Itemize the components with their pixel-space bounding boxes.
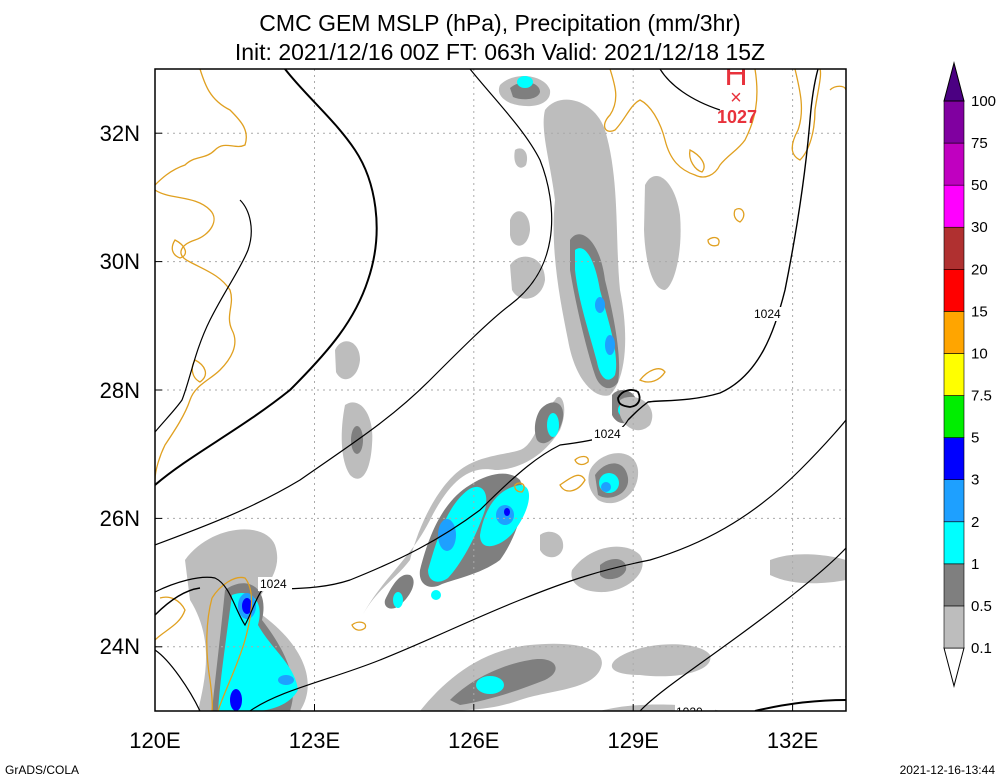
high-symbol: H <box>724 56 747 92</box>
y-tick-label: 32N <box>100 121 140 146</box>
colorbar-segment <box>943 142 965 186</box>
high-center-marker: × <box>730 87 742 109</box>
colorbar-label: 3 <box>971 472 979 489</box>
x-tick-label: 126E <box>448 728 499 753</box>
colorbar-label: 15 <box>971 303 988 320</box>
colorbar-label: 0.5 <box>971 598 992 615</box>
colorbar-segment <box>943 226 965 270</box>
pressure-labels: 1024 1024 1024 1020 <box>258 307 786 719</box>
colorbar-label: 75 <box>971 135 988 152</box>
colorbar-label: 1 <box>971 556 979 573</box>
colorbar-segment <box>943 61 965 102</box>
high-value: 1027 <box>717 107 757 127</box>
coastlines <box>155 69 846 711</box>
colorbar-segment <box>943 184 965 228</box>
x-tick-label: 129E <box>608 728 659 753</box>
colorbar-segment <box>943 437 965 480</box>
footer-left: GrADS/COLA <box>5 763 79 777</box>
y-axis-labels: 24N 26N 28N 30N 32N <box>100 121 140 659</box>
colorbar-segment <box>943 353 965 396</box>
colorbar-segment <box>943 100 965 144</box>
high-pressure-center: H × 1027 <box>717 56 757 127</box>
colorbar-segment <box>943 311 965 354</box>
colorbar-segment <box>943 605 965 649</box>
map-area: 1024 1024 1024 1020 H × 1027 <box>155 56 846 719</box>
y-tick-label: 26N <box>100 506 140 531</box>
chart-subtitle: Init: 2021/12/16 00Z FT: 063h Valid: 202… <box>235 39 765 65</box>
colorbar-label: 50 <box>971 177 988 194</box>
x-axis-labels: 120E 123E 126E 129E 132E <box>129 728 818 753</box>
isobar-label: 1020 <box>676 705 703 719</box>
chart-title: CMC GEM MSLP (hPa), Precipitation (mm/3h… <box>259 10 740 36</box>
footer-right: 2021-12-16-13:44 <box>900 763 996 777</box>
colorbar-segment <box>943 521 965 565</box>
colorbar-label: 0.1 <box>971 640 992 657</box>
y-tick-label: 30N <box>100 249 140 274</box>
colorbar-segment <box>943 395 965 438</box>
colorbar-label: 100 <box>971 93 996 110</box>
y-tick-label: 28N <box>100 378 140 403</box>
x-tick-label: 132E <box>767 728 818 753</box>
colorbar-segment <box>943 647 965 688</box>
tick-marks <box>155 132 794 711</box>
isobar-label: 1024 <box>594 427 621 441</box>
isobar-label: 1024 <box>754 307 781 321</box>
colorbar-label: 30 <box>971 219 988 236</box>
precip-area-band <box>360 396 565 620</box>
colorbar-label: 2 <box>971 514 979 531</box>
y-tick-label: 24N <box>100 634 140 659</box>
precipitation-shading <box>185 75 846 711</box>
colorbar-label: 7.5 <box>971 388 992 405</box>
colorbar-segment <box>943 269 965 312</box>
colorbar-label: 10 <box>971 345 988 362</box>
colorbar-label: 20 <box>971 261 988 278</box>
colorbar: 0.1 0.5 1 2 3 5 7.5 10 15 20 30 50 75 100 <box>943 61 996 688</box>
x-tick-label: 123E <box>289 728 340 753</box>
x-tick-label: 120E <box>129 728 180 753</box>
colorbar-segment <box>943 479 965 523</box>
grid-lines <box>155 69 846 711</box>
colorbar-segment <box>943 563 965 607</box>
isobar-label: 1024 <box>260 577 287 591</box>
isobars <box>155 69 846 711</box>
colorbar-label: 5 <box>971 430 979 447</box>
